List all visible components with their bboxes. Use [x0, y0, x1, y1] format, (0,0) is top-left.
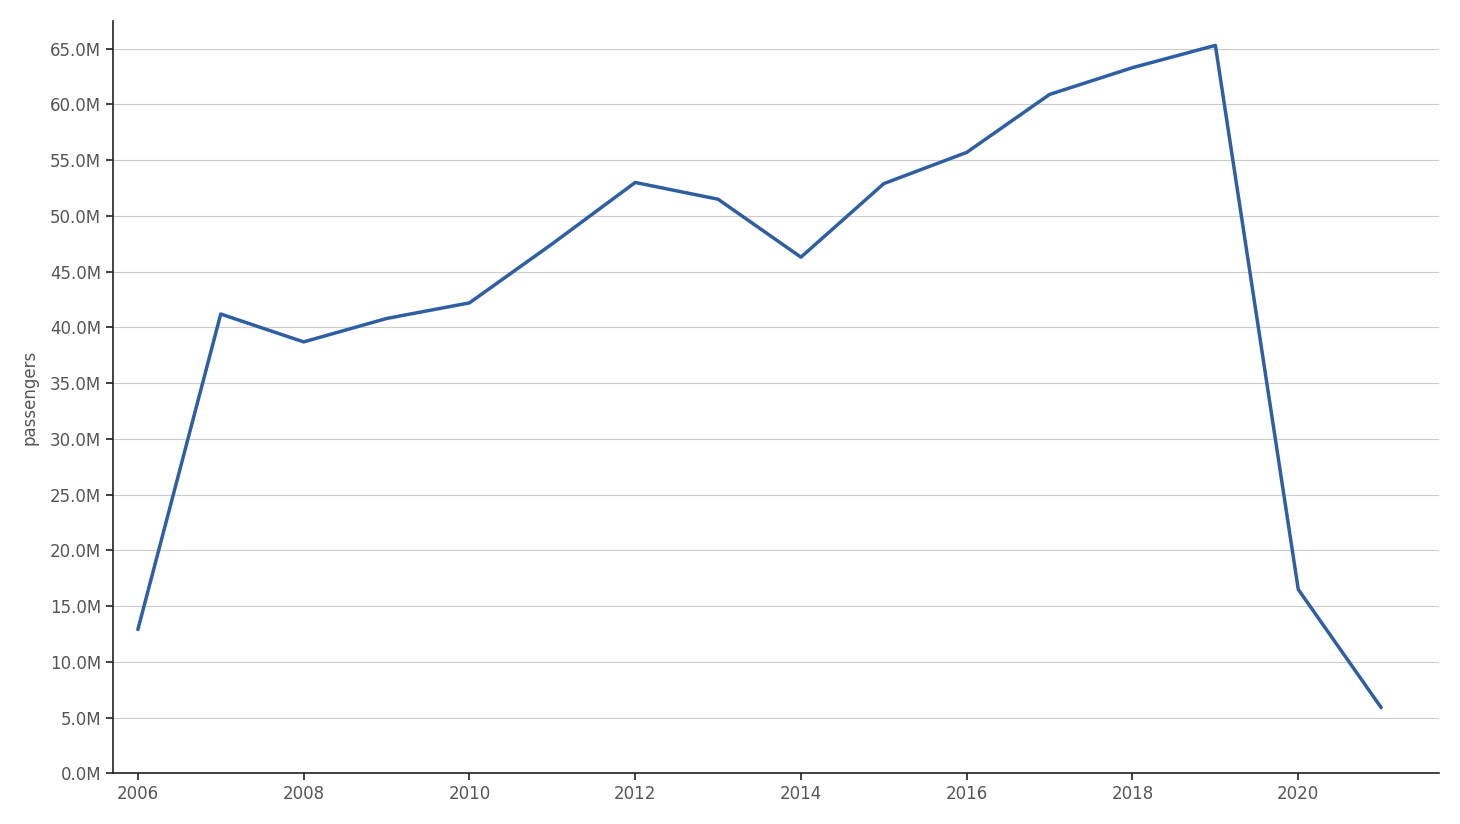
Y-axis label: passengers: passengers — [20, 349, 39, 445]
